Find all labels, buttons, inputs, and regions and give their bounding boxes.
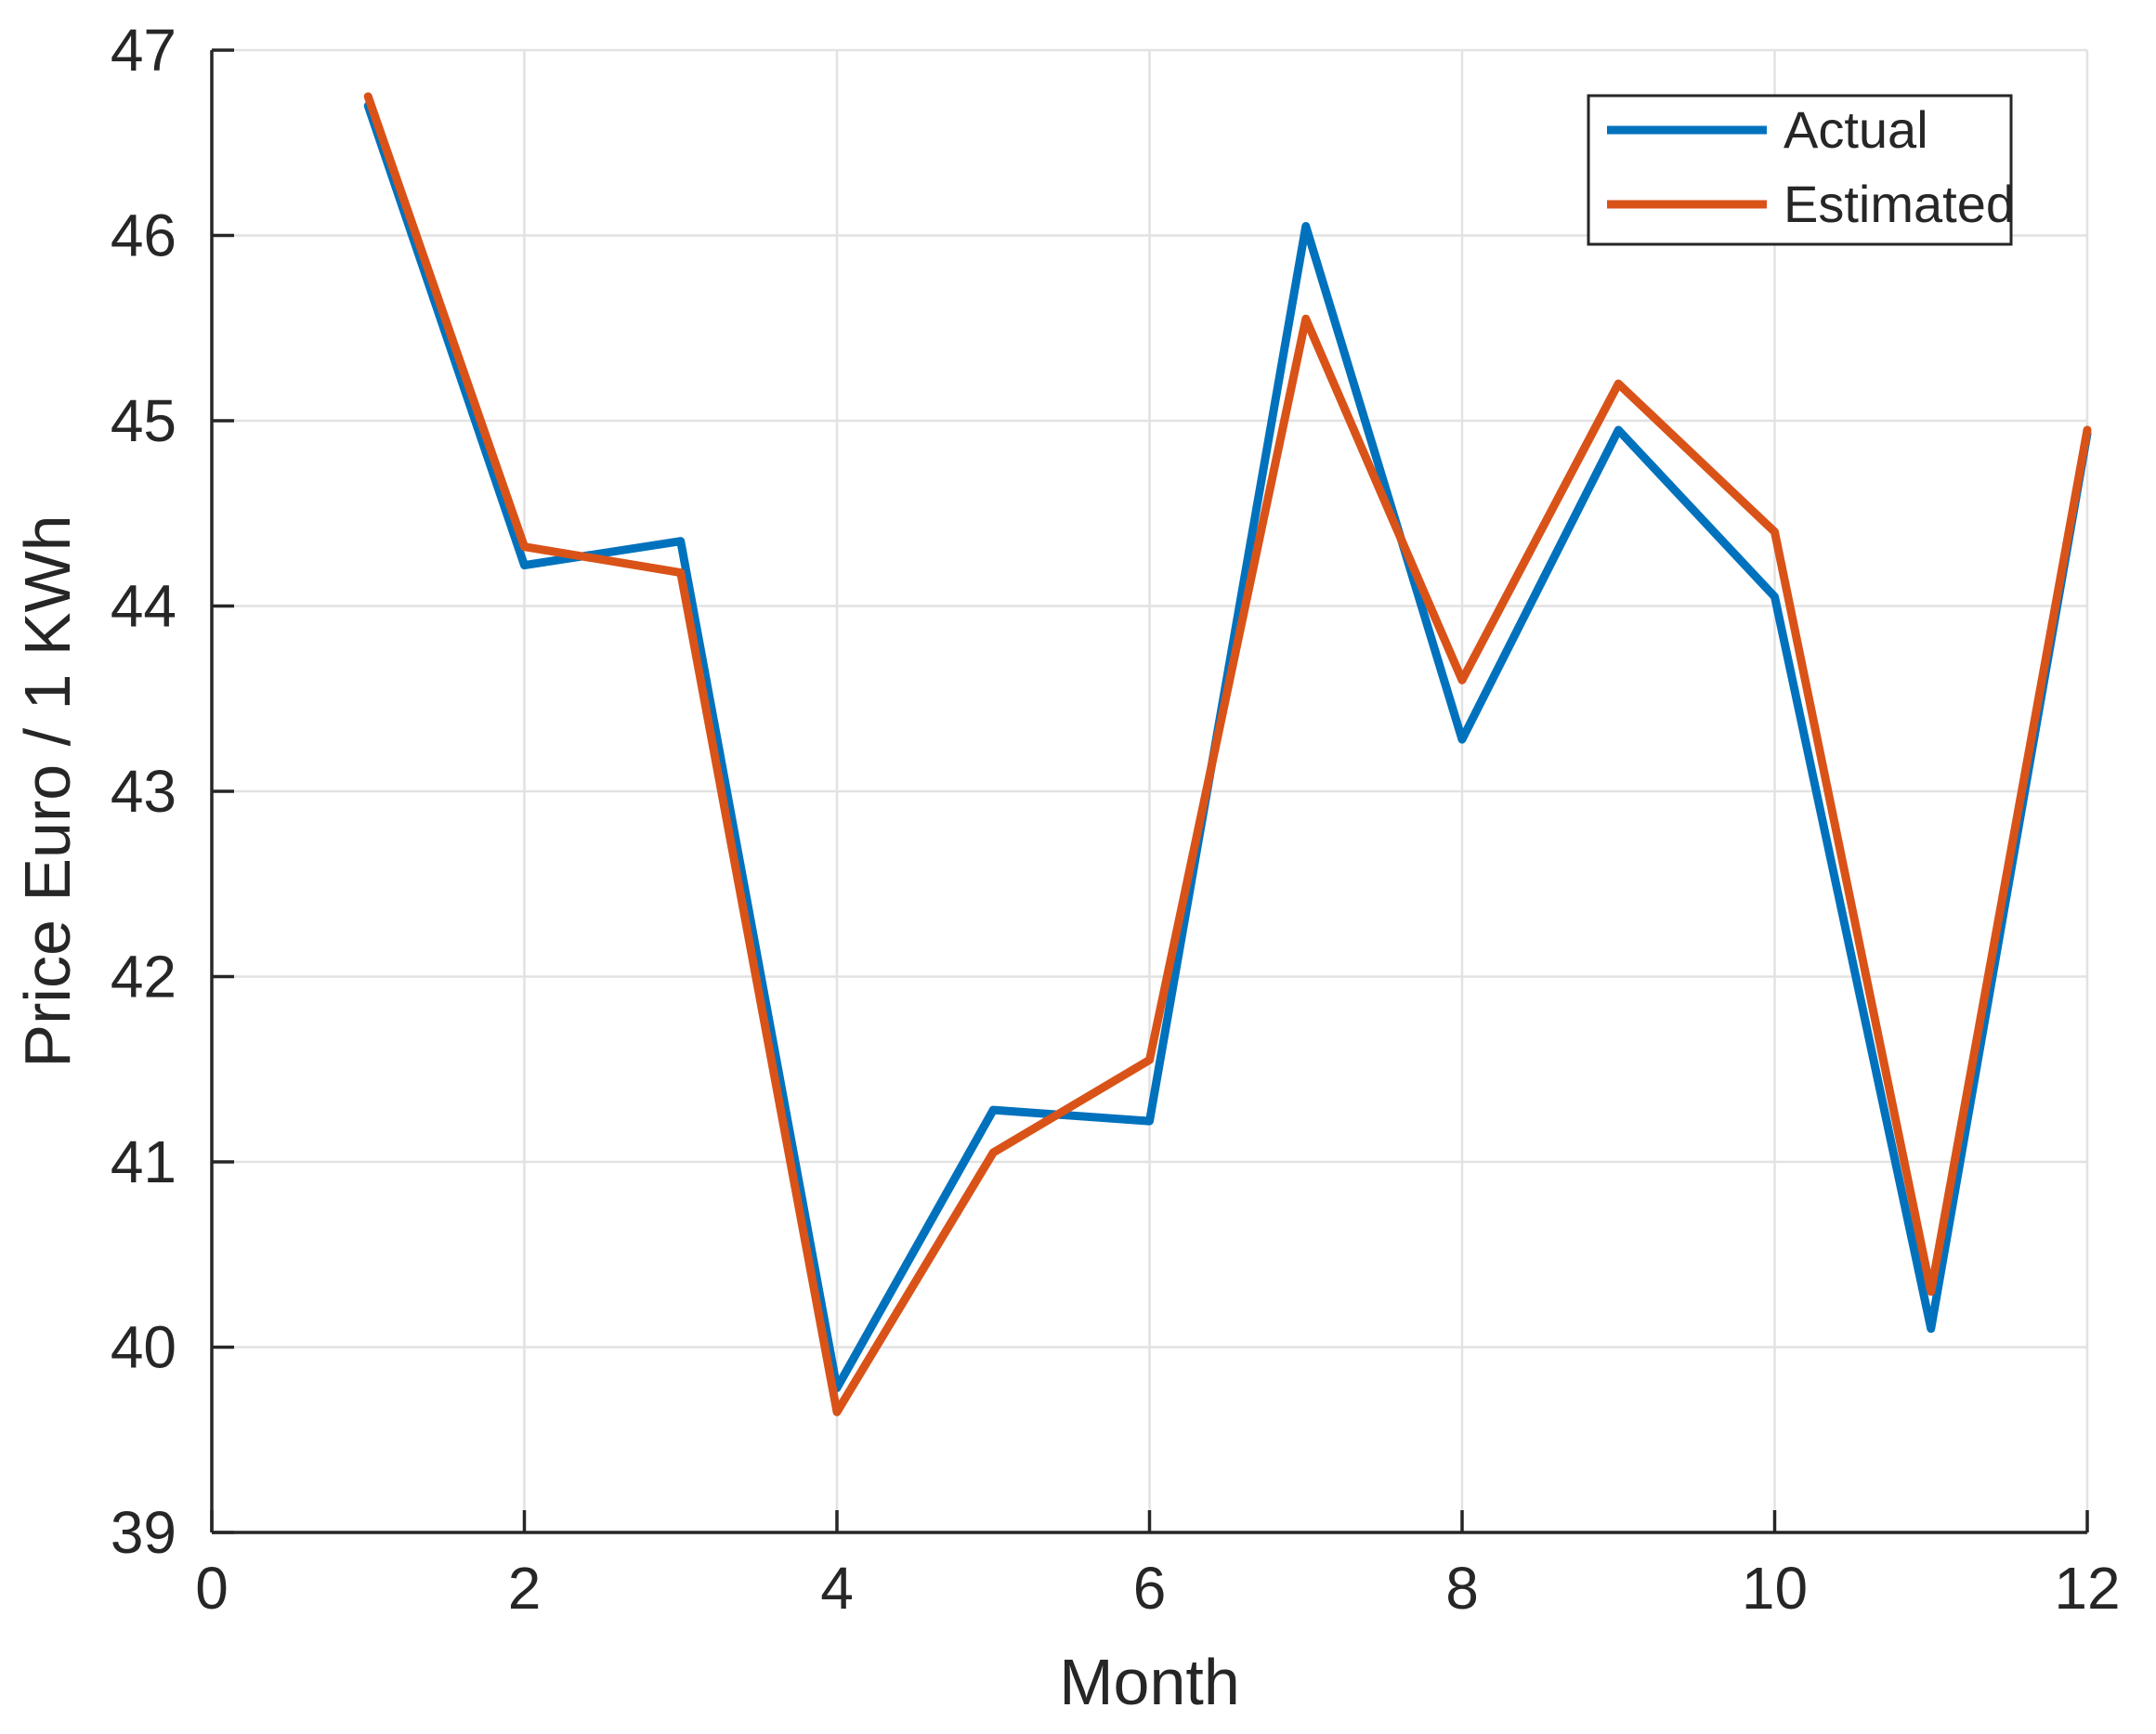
x-tick-label: 4 [820,1555,854,1622]
x-tick-label: 8 [1445,1555,1479,1622]
legend-label-estimated: Estimated [1784,175,2015,233]
y-tick-label: 41 [111,1128,176,1195]
x-tick-label: 2 [508,1555,542,1622]
legend-label-actual: Actual [1784,100,1928,159]
y-tick-label: 47 [111,17,176,84]
y-tick-label: 44 [111,573,176,640]
legend-box [1587,94,2013,246]
y-tick-label: 45 [111,387,176,454]
series-lines [363,92,2092,1416]
legend: Actual Estimated [1587,94,2015,246]
y-tick-label: 46 [111,202,176,269]
y-tick-label: 40 [111,1314,176,1381]
y-tick-label: 42 [111,944,176,1010]
y-tick-label: 39 [111,1499,176,1566]
y-tick-label: 43 [111,758,176,825]
x-tick-label: 12 [2054,1555,2120,1622]
gridlines [210,48,2089,1534]
x-tick-label: 0 [195,1555,229,1622]
series-line-actual [363,101,2092,1392]
series-line-estimated [363,92,2092,1416]
x-tick-label: 6 [1133,1555,1167,1622]
x-tick-label: 10 [1742,1555,1808,1622]
x-axis-label: Month [1059,1646,1240,1718]
y-axis-label: Price Euro / 1 KWh [11,515,84,1067]
